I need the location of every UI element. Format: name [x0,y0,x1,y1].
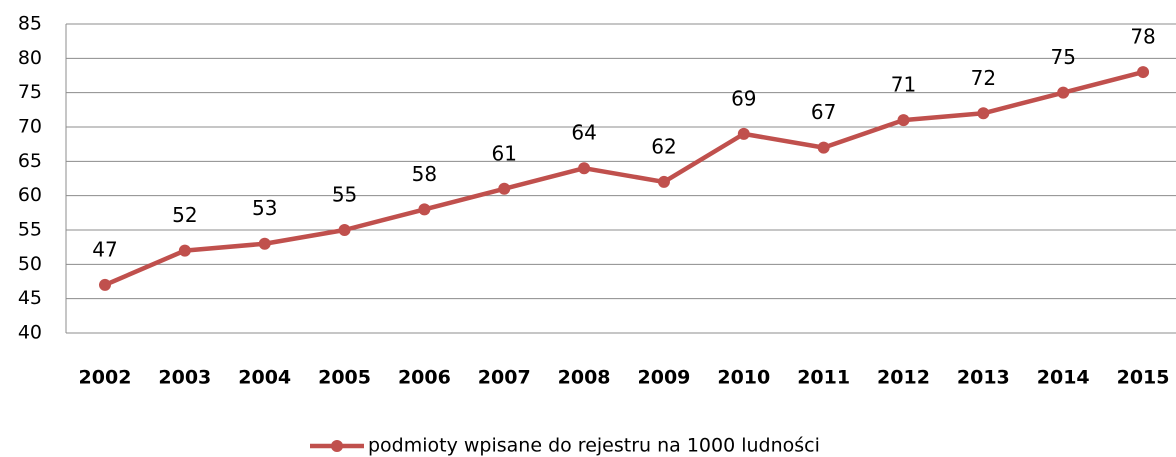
x-tick-label: 2005 [318,367,371,389]
data-label: 52 [172,203,197,227]
data-label: 53 [252,196,277,220]
data-label: 72 [971,66,996,90]
data-point [178,244,191,257]
data-label: 71 [891,73,916,97]
data-point [657,175,670,188]
y-tick-label: 50 [18,253,42,275]
data-point [977,107,990,120]
y-tick-label: 70 [18,116,42,138]
data-point [498,182,511,195]
data-label: 55 [332,183,357,207]
data-label: 64 [571,121,596,145]
x-tick-label: 2015 [1117,367,1170,389]
data-label: 69 [731,86,756,110]
x-tick-label: 2011 [797,367,850,389]
y-tick-label: 45 [18,287,42,309]
x-tick-label: 2002 [79,367,132,389]
data-label: 62 [651,134,676,158]
y-tick-label: 65 [18,150,42,172]
y-tick-label: 75 [18,81,42,103]
line-series [104,69,1144,288]
x-tick-label: 2012 [877,367,930,389]
x-tick-label: 2008 [558,367,611,389]
x-tick-label: 2004 [238,367,291,389]
data-point [737,127,750,140]
y-tick-label: 80 [18,47,42,69]
y-tick-label: 55 [18,219,42,241]
y-tick-label: 60 [18,184,42,206]
data-label: 75 [1050,45,1075,69]
data-point [1137,66,1150,79]
legend-marker [331,440,343,452]
y-tick-label: 85 [18,13,42,35]
data-point [1057,86,1070,99]
x-tick-label: 2006 [398,367,451,389]
data-point [578,162,591,175]
data-label: 61 [492,141,517,165]
legend-label: podmioty wpisane do rejestru na 1000 lud… [368,435,820,457]
data-point [338,224,351,236]
y-tick-label: 40 [18,322,42,344]
data-point [418,203,431,216]
data-point [99,278,111,291]
data-label: 47 [92,237,117,261]
x-tick-label: 2003 [158,367,211,389]
data-point [258,237,271,250]
data-point [897,114,910,127]
x-tick-label: 2007 [478,367,531,389]
data-point [817,141,830,154]
data-label: 58 [412,162,437,186]
data-label: 78 [1130,25,1155,49]
x-tick-label: 2014 [1037,367,1090,389]
data-label: 67 [811,100,836,124]
x-tick-label: 2010 [717,367,770,389]
x-tick-label: 2013 [957,367,1010,389]
x-tick-label: 2009 [638,367,691,389]
